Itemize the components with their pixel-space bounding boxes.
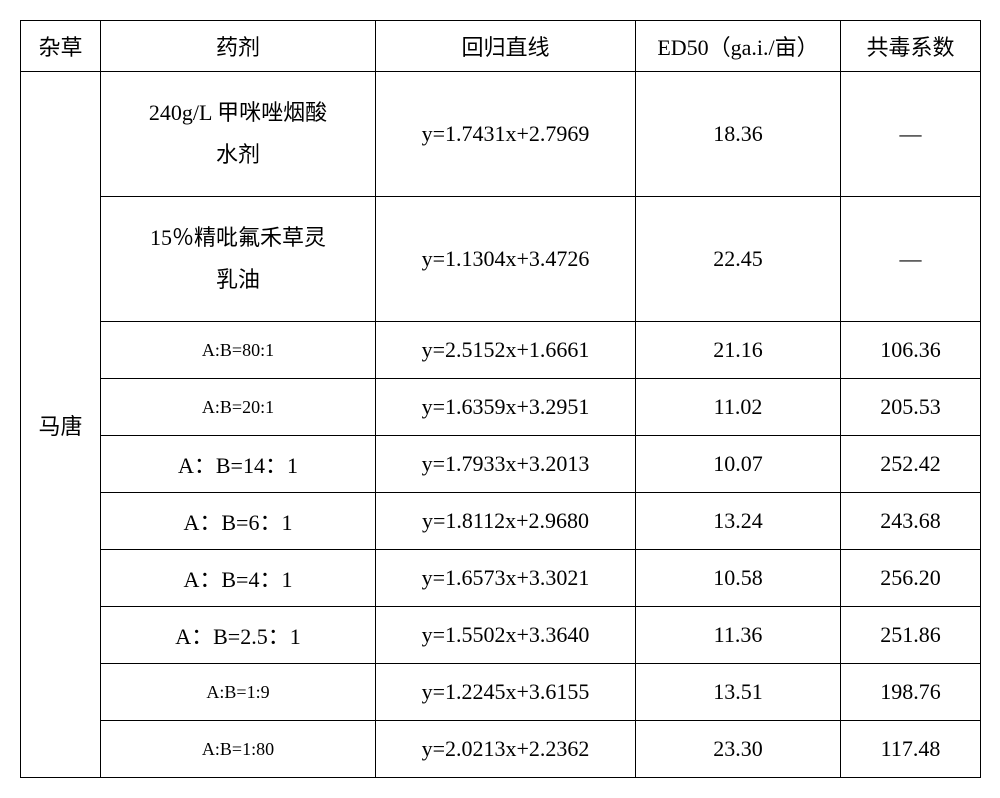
agent-cell: A:B=20:1 — [101, 379, 376, 436]
ed50-cell: 23.30 — [636, 721, 841, 778]
agent-cell: A:B=1:9 — [101, 664, 376, 721]
agent-cell: A：B=4：1 — [101, 550, 376, 607]
regression-cell: y=2.0213x+2.2362 — [376, 721, 636, 778]
table-row: 15％精吡氟禾草灵乳油y=1.1304x+3.472622.45— — [21, 197, 981, 322]
coeff-cell: — — [841, 72, 981, 197]
table-row: 马唐240g/L 甲咪唑烟酸水剂y=1.7431x+2.796918.36— — [21, 72, 981, 197]
agent-cell: 240g/L 甲咪唑烟酸水剂 — [101, 72, 376, 197]
agent-cell: 15％精吡氟禾草灵乳油 — [101, 197, 376, 322]
agent-line1: 240g/L 甲咪唑烟酸 — [105, 92, 371, 134]
table-row: A：B=2.5：1y=1.5502x+3.364011.36251.86 — [21, 607, 981, 664]
agent-line2: 乳油 — [105, 259, 371, 301]
coeff-cell: 106.36 — [841, 322, 981, 379]
coeff-cell: 256.20 — [841, 550, 981, 607]
header-weed: 杂草 — [21, 21, 101, 72]
header-agent: 药剂 — [101, 21, 376, 72]
coeff-cell: 198.76 — [841, 664, 981, 721]
data-table: 杂草药剂回归直线ED50（ga.i./亩）共毒系数马唐240g/L 甲咪唑烟酸水… — [20, 20, 981, 778]
header-coeff: 共毒系数 — [841, 21, 981, 72]
agent-line2: 水剂 — [105, 134, 371, 176]
table-row: A：B=14：1y=1.7933x+3.201310.07252.42 — [21, 436, 981, 493]
header-regression: 回归直线 — [376, 21, 636, 72]
coeff-cell: 251.86 — [841, 607, 981, 664]
coeff-cell: 252.42 — [841, 436, 981, 493]
table-row: A:B=1:9y=1.2245x+3.615513.51198.76 — [21, 664, 981, 721]
agent-cell: A:B=80:1 — [101, 322, 376, 379]
header-ed50: ED50（ga.i./亩） — [636, 21, 841, 72]
agent-cell: A:B=1:80 — [101, 721, 376, 778]
regression-cell: y=1.1304x+3.4726 — [376, 197, 636, 322]
agent-cell: A：B=2.5：1 — [101, 607, 376, 664]
table-row: A：B=6：1y=1.8112x+2.968013.24243.68 — [21, 493, 981, 550]
regression-cell: y=1.6573x+3.3021 — [376, 550, 636, 607]
agent-cell: A：B=14：1 — [101, 436, 376, 493]
ed50-cell: 21.16 — [636, 322, 841, 379]
table-row: A：B=4：1y=1.6573x+3.302110.58256.20 — [21, 550, 981, 607]
ed50-cell: 22.45 — [636, 197, 841, 322]
regression-cell: y=1.7933x+3.2013 — [376, 436, 636, 493]
coeff-cell: — — [841, 197, 981, 322]
ed50-cell: 10.58 — [636, 550, 841, 607]
regression-cell: y=1.6359x+3.2951 — [376, 379, 636, 436]
regression-cell: y=1.8112x+2.9680 — [376, 493, 636, 550]
weed-cell: 马唐 — [21, 72, 101, 778]
agent-cell: A：B=6：1 — [101, 493, 376, 550]
table-row: A:B=1:80y=2.0213x+2.236223.30117.48 — [21, 721, 981, 778]
ed50-cell: 11.36 — [636, 607, 841, 664]
regression-cell: y=1.5502x+3.3640 — [376, 607, 636, 664]
ed50-cell: 18.36 — [636, 72, 841, 197]
regression-cell: y=1.7431x+2.7969 — [376, 72, 636, 197]
coeff-cell: 205.53 — [841, 379, 981, 436]
regression-cell: y=2.5152x+1.6661 — [376, 322, 636, 379]
coeff-cell: 243.68 — [841, 493, 981, 550]
table-row: A:B=20:1y=1.6359x+3.295111.02205.53 — [21, 379, 981, 436]
ed50-cell: 11.02 — [636, 379, 841, 436]
ed50-cell: 13.24 — [636, 493, 841, 550]
regression-cell: y=1.2245x+3.6155 — [376, 664, 636, 721]
ed50-cell: 13.51 — [636, 664, 841, 721]
agent-line1: 15％精吡氟禾草灵 — [105, 217, 371, 259]
coeff-cell: 117.48 — [841, 721, 981, 778]
table-row: A:B=80:1y=2.5152x+1.666121.16106.36 — [21, 322, 981, 379]
ed50-cell: 10.07 — [636, 436, 841, 493]
